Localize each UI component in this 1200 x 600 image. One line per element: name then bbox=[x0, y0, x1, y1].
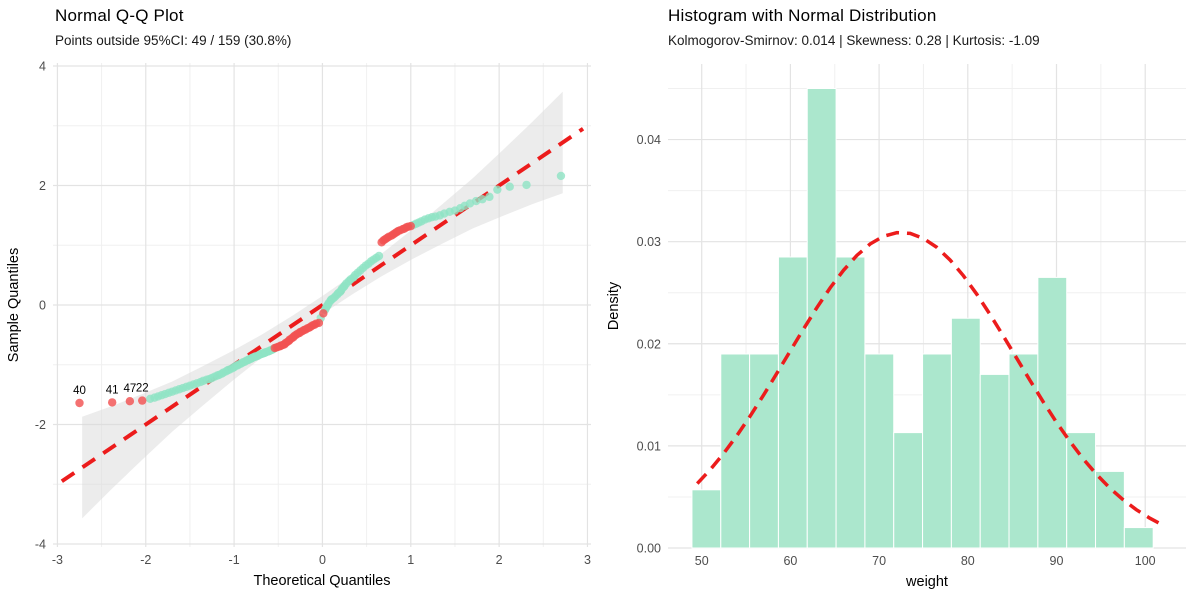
y-tick-label: 4 bbox=[39, 59, 46, 73]
x-tick-label: 70 bbox=[872, 554, 886, 568]
x-tick-label: 1 bbox=[407, 553, 414, 567]
qq-point bbox=[138, 396, 147, 405]
qq-point bbox=[319, 309, 328, 318]
outlier-label: 41 bbox=[106, 384, 119, 396]
y-tick-label: 2 bbox=[39, 179, 46, 193]
histogram-subtitle: Kolmogorov-Smirnov: 0.014 | Skewness: 0.… bbox=[668, 33, 1040, 48]
qq-subtitle: Points outside 95%CI: 49 / 159 (30.8%) bbox=[55, 33, 292, 48]
x-tick-label: -2 bbox=[140, 553, 151, 567]
x-axis-title: weight bbox=[905, 574, 948, 590]
x-tick-label: 60 bbox=[783, 554, 797, 568]
hist-bar bbox=[835, 256, 866, 549]
qq-point bbox=[556, 171, 566, 181]
y-tick-label: 0.04 bbox=[637, 133, 661, 147]
hist-bar bbox=[691, 489, 722, 549]
histogram-canvas: 50 60 70 80 90 100 0.00 0.01 0.02 0.03 0.04 weight D… bbox=[606, 64, 1186, 590]
histogram-panel: Histogram with Normal Distribution Kolmo… bbox=[600, 0, 1200, 600]
qq-point bbox=[107, 398, 117, 407]
histogram-title: Histogram with Normal Distribution bbox=[668, 6, 937, 25]
y-tick-label: 0.01 bbox=[637, 439, 661, 453]
y-tick-label: 0.02 bbox=[637, 337, 661, 351]
qq-plot-panel: Normal Q-Q Plot Points outside 95%CI: 49… bbox=[6, 6, 591, 589]
qq-point bbox=[478, 195, 487, 204]
hist-bar bbox=[1066, 432, 1097, 549]
qq-reference-line bbox=[60, 127, 585, 483]
y-axis-title: Sample Quantiles bbox=[6, 248, 22, 362]
x-tick-label: 3 bbox=[584, 553, 591, 567]
hist-bar bbox=[979, 373, 1010, 549]
hist-bar bbox=[893, 432, 924, 549]
hist-bar bbox=[864, 353, 895, 549]
x-tick-label: 80 bbox=[961, 554, 975, 568]
y-tick-label: -2 bbox=[35, 418, 46, 432]
qq-point bbox=[522, 180, 531, 190]
qq-title: Normal Q-Q Plot bbox=[55, 6, 184, 25]
qq-point bbox=[75, 398, 84, 408]
qq-series-outside-ci bbox=[75, 221, 415, 408]
axis-labels: 50 60 70 80 90 100 0.00 0.01 0.02 0.03 0.04 weight D… bbox=[606, 133, 1156, 590]
normal-curve bbox=[695, 230, 1160, 525]
x-tick-label: 0 bbox=[319, 553, 326, 567]
x-axis-title: Theoretical Quantiles bbox=[253, 573, 390, 589]
hist-bar bbox=[749, 353, 779, 549]
y-axis-title: Density bbox=[606, 281, 622, 330]
x-tick-label: -1 bbox=[229, 553, 240, 567]
qq-plot-canvas: 40 41 47 22 -3 -2 -1 0 1 2 3 -4 -2 0 2 4 Theoretical Qua… bbox=[6, 59, 591, 589]
y-tick-label: -4 bbox=[35, 538, 46, 552]
x-tick-label: 50 bbox=[695, 554, 709, 568]
y-tick-label: 0.03 bbox=[637, 235, 661, 249]
qq-point bbox=[314, 318, 324, 328]
hist-bar bbox=[777, 256, 808, 549]
x-tick-label: 2 bbox=[496, 553, 503, 567]
qq-point bbox=[374, 251, 384, 261]
x-tick-label: 90 bbox=[1050, 554, 1064, 568]
hist-bar bbox=[1123, 527, 1154, 549]
qq-point bbox=[125, 397, 135, 406]
outlier-label: 47 bbox=[123, 383, 136, 395]
y-tick-label: 0.00 bbox=[637, 542, 661, 556]
outlier-label: 40 bbox=[73, 385, 86, 397]
qq-point bbox=[485, 192, 494, 202]
qq-point bbox=[505, 182, 514, 191]
hist-bar bbox=[1095, 470, 1125, 549]
qq-point bbox=[493, 185, 502, 194]
histogram-bars bbox=[691, 88, 1154, 549]
y-tick-label: 0 bbox=[39, 299, 46, 313]
x-tick-label: -3 bbox=[52, 553, 63, 567]
axis-labels: -3 -2 -1 0 1 2 3 -4 -2 0 2 4 Theoretical Quantiles Sa… bbox=[6, 59, 591, 589]
hist-bar bbox=[922, 353, 952, 549]
qq-point bbox=[406, 221, 415, 231]
x-tick-label: 100 bbox=[1135, 554, 1156, 568]
hist-bar bbox=[950, 317, 981, 549]
hist-bar bbox=[1008, 353, 1039, 549]
outlier-label: 22 bbox=[136, 383, 149, 395]
